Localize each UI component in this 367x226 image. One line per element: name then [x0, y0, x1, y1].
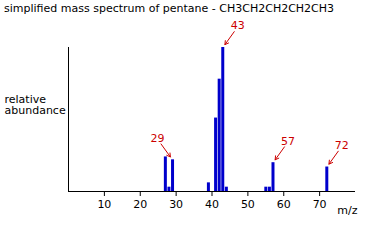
svg-text:relativeabundance: relativeabundance — [5, 93, 66, 117]
svg-text:50: 50 — [241, 198, 255, 211]
svg-text:m/z: m/z — [337, 204, 357, 217]
svg-text:72: 72 — [335, 139, 349, 152]
svg-text:40: 40 — [205, 198, 219, 211]
svg-text:43: 43 — [231, 19, 245, 32]
svg-text:29: 29 — [150, 132, 164, 145]
html-text:simplified mass spectrum of pe: simplified mass spectrum of pentane - CH… — [4, 2, 335, 15]
svg-text:70: 70 — [313, 198, 327, 211]
svg-text:20: 20 — [133, 198, 147, 211]
svg-text:60: 60 — [277, 198, 291, 211]
svg-text:30: 30 — [169, 198, 183, 211]
svg-text:57: 57 — [281, 135, 295, 148]
svg-text:10: 10 — [97, 198, 111, 211]
